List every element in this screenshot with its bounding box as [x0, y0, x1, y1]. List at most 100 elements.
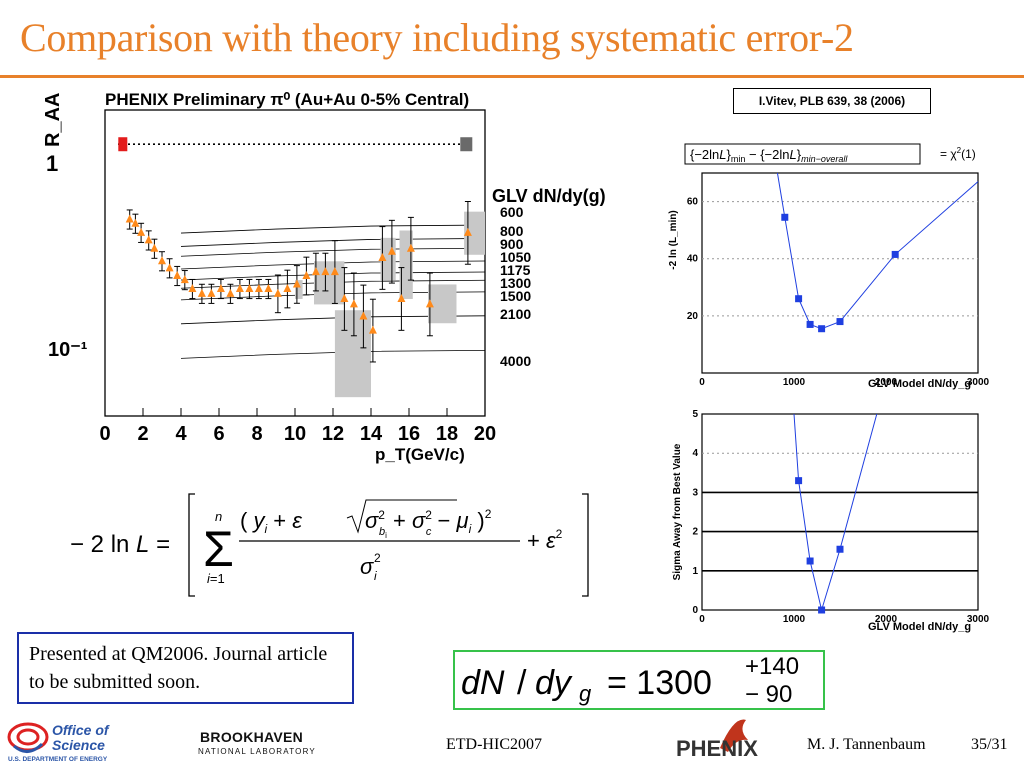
raa-xtick-label: 16 [398, 423, 420, 445]
raa-data-point [235, 284, 244, 293]
slide-title: Comparison with theory including systema… [20, 15, 854, 60]
svg-text:2: 2 [374, 551, 381, 565]
raa-data-point [216, 284, 225, 293]
raa-data-point [406, 243, 415, 252]
sigma-x-ticks: 0 1000 2000 3000 [699, 614, 989, 625]
sigma-frame [701, 413, 979, 611]
likelihood-point [806, 320, 814, 328]
sigma-point [818, 606, 826, 614]
footer-page: 35/31 [971, 736, 1008, 753]
raa-data-point [359, 311, 368, 320]
sigma-xtick-label: 0 [699, 614, 705, 625]
raa-chart: PHENIX Preliminary π⁰ (Au+Au 0-5% Centra… [42, 90, 606, 464]
raa-data-point [158, 256, 166, 265]
sigma-x-label: GLV Model dN/dy_g [868, 621, 971, 633]
raa-data-point [207, 288, 216, 297]
phenix-logo: PHENIX [676, 719, 758, 761]
raa-data-point [302, 270, 311, 279]
raa-data-point [150, 243, 159, 252]
raa-data-point [378, 252, 387, 261]
raa-data-point [180, 275, 189, 284]
raa-legend-label: 800 [500, 223, 524, 239]
raa-data-points [125, 200, 472, 363]
likelihood-point [795, 295, 803, 303]
result-box: dN / dy g = 1300 +140 − 90 [453, 650, 825, 710]
likelihood-ytick-label: 60 [687, 197, 699, 208]
svg-text:+ ε2: + ε2 [527, 527, 563, 553]
raa-data-point [349, 299, 358, 308]
svg-text:Science: Science [52, 737, 105, 753]
svg-text:g: g [579, 681, 592, 706]
sigma-ytick-label: 3 [692, 487, 698, 498]
raa-norm-gray-box [460, 137, 473, 152]
raa-chart-title: PHENIX Preliminary π⁰ (Au+Au 0-5% Centra… [105, 90, 469, 109]
raa-data-point [463, 227, 472, 236]
raa-xtick-label: 14 [360, 423, 383, 445]
raa-data-point [264, 284, 273, 293]
likelihood-x-label: GLV Model dN/dy_g [868, 378, 971, 390]
raa-theory-curve [180, 224, 486, 234]
likelihood-x-ticks: 0 1000 2000 3000 [699, 377, 989, 388]
raa-data-point [368, 325, 377, 334]
presentation-note: Presented at QM2006. Journal article to … [17, 632, 354, 704]
sigma-point [836, 545, 844, 553]
likelihood-point [781, 213, 789, 221]
sigma-ytick-label: 4 [692, 448, 698, 459]
likelihood-ytick-label: 20 [687, 311, 699, 322]
svg-text:NATIONAL LABORATORY: NATIONAL LABORATORY [198, 747, 316, 756]
svg-text:dN: dN [461, 664, 505, 702]
svg-text:− 2 ln L =: − 2 ln L = [70, 531, 170, 558]
svg-text:i: i [374, 569, 377, 583]
raa-theory-curves [180, 224, 486, 359]
raa-legend-label: 2100 [500, 306, 531, 322]
raa-xtick-label: 20 [474, 423, 496, 445]
svg-text:i=1: i=1 [207, 571, 225, 586]
sigma-points [795, 477, 844, 614]
likelihood-point [818, 325, 826, 333]
raa-data-point [173, 270, 182, 279]
raa-theory-curve [180, 247, 486, 257]
svg-text:− 90: − 90 [745, 681, 792, 708]
raa-xtick-label: 10 [284, 423, 306, 445]
raa-data-point [226, 288, 235, 297]
raa-xtick-label: 6 [213, 423, 224, 445]
raa-data-point [330, 267, 339, 276]
likelihood-xtick-label: 3000 [967, 377, 990, 388]
likelihood-xtick-label: 2000 [875, 377, 898, 388]
sigma-xtick-label: 3000 [967, 614, 990, 625]
raa-xtick-label: 18 [436, 423, 458, 445]
raa-legend-label: 4000 [500, 353, 531, 369]
office-of-science-logo: Office of Science U.S. DEPARTMENT OF ENE… [7, 722, 110, 763]
likelihood-ytick-label: 40 [687, 254, 699, 265]
likelihood-y-ticks: 20 40 60 [687, 197, 699, 322]
likelihood-y-label: -2 ln (L_min) [668, 210, 679, 269]
raa-data-point [292, 279, 301, 288]
sigma-point [806, 557, 814, 565]
likelihood-equation: − 2 ln L = Σ n i=1 ( yi + ε σ2 bi + σ2 c −… [70, 493, 589, 597]
likelihood-xtick-label: 1000 [783, 377, 806, 388]
svg-text:( yi + ε: ( yi + ε [240, 508, 302, 536]
likelihood-points [781, 213, 899, 333]
raa-data-point [397, 293, 406, 302]
raa-data-point [254, 284, 263, 293]
raa-data-point [144, 235, 153, 244]
svg-text:σ: σ [360, 554, 374, 579]
raa-syst-box [334, 310, 371, 398]
raa-xtick-label: 0 [99, 423, 110, 445]
likelihood-chi2: = χ2(1) [940, 146, 976, 161]
raa-legend-title: GLV dN/dy(g) [492, 186, 606, 206]
raa-data-point [425, 299, 434, 308]
sigma-xtick-label: 1000 [783, 614, 806, 625]
raa-theory-curve [180, 349, 486, 359]
raa-x-ticks: 0 2 4 6 8 10 12 14 16 18 20 [99, 408, 496, 445]
raa-x-label: p_T(GeV/c) [375, 445, 465, 464]
raa-ytick-0.1: 10⁻¹ [48, 339, 88, 361]
raa-legend-label: 1050 [500, 249, 531, 265]
raa-legend-label: 900 [500, 236, 524, 252]
raa-syst-box [464, 211, 485, 255]
likelihood-chart: {−2lnL}min − {−2lnL}min−overall = χ2(1) … [668, 143, 990, 390]
sigma-chart: 0 1 2 3 4 5 0 1000 2000 3000 Sigma Away from Bes… [672, 409, 990, 633]
raa-xtick-label: 8 [251, 423, 262, 445]
raa-data-point [131, 218, 140, 227]
sigma-point [795, 477, 803, 485]
